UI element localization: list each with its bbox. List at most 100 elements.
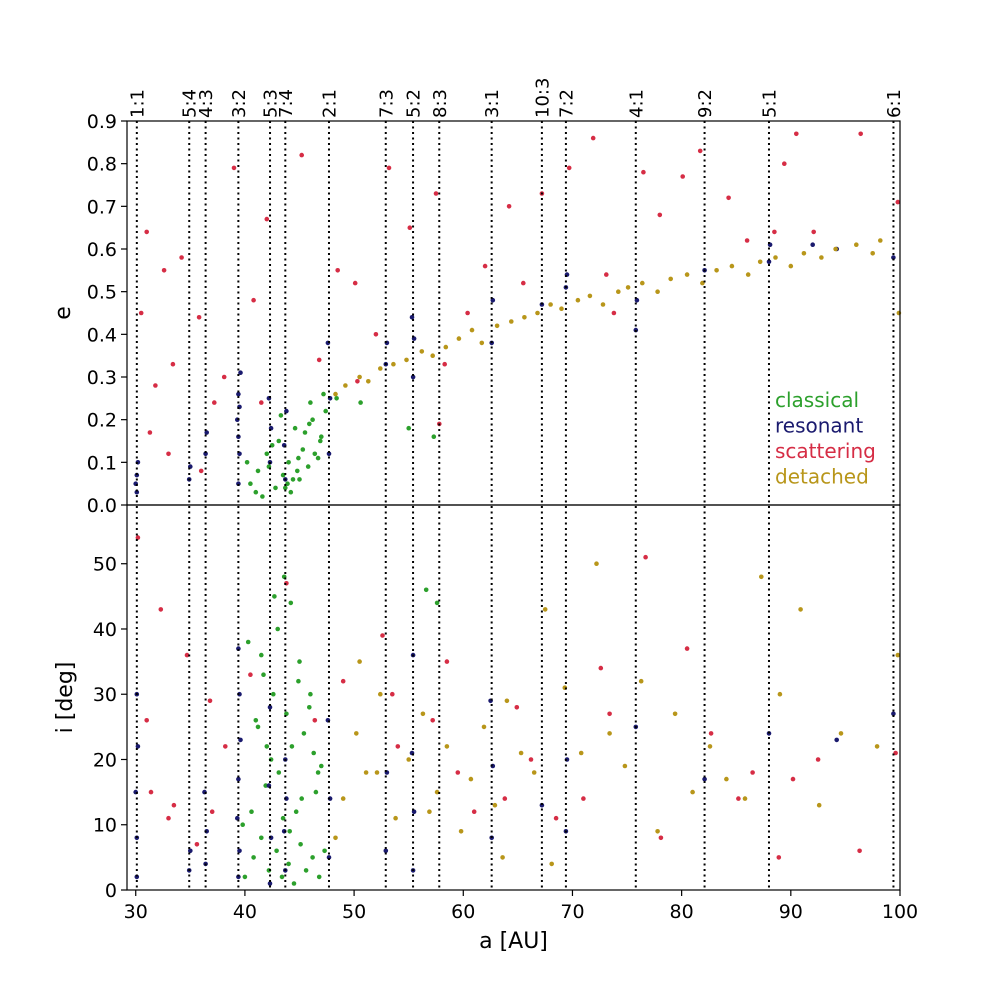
i-point-classical (423, 587, 429, 593)
e-point-classical (319, 434, 324, 440)
e-point-classical (285, 481, 290, 487)
e-point-scattering (373, 332, 379, 337)
i-point-resonant (327, 796, 333, 801)
resonance-label-5-4: 5:4 (180, 89, 201, 118)
i-point-classical (308, 691, 313, 697)
i-point-resonant (235, 815, 240, 821)
i-point-scattering (581, 796, 586, 801)
i-point-classical (284, 711, 289, 717)
e-point-scattering (153, 383, 158, 388)
e-point-detached (535, 310, 540, 316)
e-point-resonant (238, 370, 243, 376)
i-point-resonant (267, 881, 273, 886)
a-axis-label: a [AU] (479, 929, 548, 954)
resonance-label-5-3: 5:3 (261, 89, 282, 118)
e-point-detached (655, 289, 660, 295)
i-point-classical (279, 874, 285, 880)
resonance-label-1-1: 1:1 (127, 89, 148, 118)
e-tick-label: 0.5 (87, 282, 117, 304)
e-point-scattering (465, 310, 470, 316)
e-point-detached (600, 302, 606, 307)
i-point-scattering (248, 672, 253, 677)
e-tick-label: 0.4 (87, 324, 117, 346)
e-point-classical (278, 413, 284, 418)
e-point-detached (456, 336, 462, 341)
e-point-scattering (221, 374, 227, 380)
e-point-resonant (410, 374, 416, 380)
i-point-scattering (223, 744, 228, 749)
i-point-scattering (643, 554, 648, 560)
resonance-label-4-3: 4:3 (196, 89, 217, 118)
resonance-label-8-3: 8:3 (430, 89, 451, 118)
i-point-detached (393, 815, 398, 821)
i-point-classical (242, 874, 248, 880)
resonance-label-9-2: 9:2 (695, 89, 716, 118)
i-point-classical (296, 678, 301, 684)
i-point-scattering (684, 646, 690, 651)
i-point-resonant (236, 874, 241, 880)
resonance-label-10-3: 10:3 (532, 78, 553, 118)
e-point-detached (333, 391, 338, 397)
e-axis-label: e (51, 306, 76, 320)
i-point-resonant (134, 874, 140, 880)
i-axis-label: i [deg] (53, 662, 78, 734)
e-point-classical (315, 455, 321, 461)
e-point-scattering (604, 272, 609, 277)
e-tick-label: 0.8 (87, 154, 117, 176)
i-point-classical (322, 848, 327, 854)
i-point-classical (255, 724, 261, 730)
i-series-classical (240, 574, 440, 886)
e-point-scattering (196, 315, 202, 320)
e-point-scattering (442, 361, 448, 367)
i-point-detached (638, 678, 644, 684)
i-tick-label: 30 (93, 684, 117, 706)
e-point-detached (745, 272, 751, 277)
e-point-resonant (236, 434, 241, 440)
e-point-scattering (657, 212, 663, 218)
i-point-classical (298, 842, 303, 847)
e-point-classical (334, 396, 339, 401)
e-point-classical (321, 391, 326, 397)
e-point-classical (283, 485, 288, 491)
i-point-classical (263, 783, 269, 788)
i-point-detached (374, 770, 380, 775)
e-point-classical (310, 417, 315, 423)
i-point-detached (622, 763, 628, 769)
e-point-detached (509, 319, 514, 324)
i-point-resonant (188, 848, 193, 854)
e-point-classical (302, 430, 308, 435)
i-point-classical (280, 815, 286, 821)
i-point-detached (594, 561, 599, 566)
e-point-classical (280, 472, 286, 478)
i-point-scattering (776, 855, 782, 860)
resonance-label-5-2: 5:2 (404, 89, 425, 118)
i-point-classical (303, 868, 309, 873)
i-point-detached (578, 750, 584, 756)
e-point-scattering (299, 152, 305, 158)
i-point-scattering (194, 842, 200, 847)
i-point-detached (607, 731, 612, 736)
e-point-scattering (482, 263, 488, 269)
e-point-scattering (335, 268, 341, 273)
i-point-scattering (312, 718, 318, 723)
e-point-resonant (284, 408, 289, 414)
i-point-detached (690, 789, 695, 795)
e-point-scattering (772, 229, 777, 235)
i-point-detached (549, 861, 554, 867)
i-point-classical (253, 718, 259, 723)
legend: classical resonant scattering detached (775, 388, 876, 489)
i-point-scattering (184, 652, 190, 658)
e-point-resonant (134, 489, 140, 495)
i-point-resonant (383, 848, 389, 854)
i-point-classical (297, 659, 302, 664)
i-point-scattering (708, 731, 714, 736)
i-point-scattering (171, 802, 177, 808)
e-point-detached (357, 374, 362, 380)
i-point-detached (542, 607, 548, 612)
e-point-detached (729, 263, 735, 269)
i-point-scattering (144, 718, 149, 723)
i-point-resonant (539, 802, 545, 808)
e-point-detached (684, 272, 690, 277)
e-point-classical (323, 408, 329, 414)
